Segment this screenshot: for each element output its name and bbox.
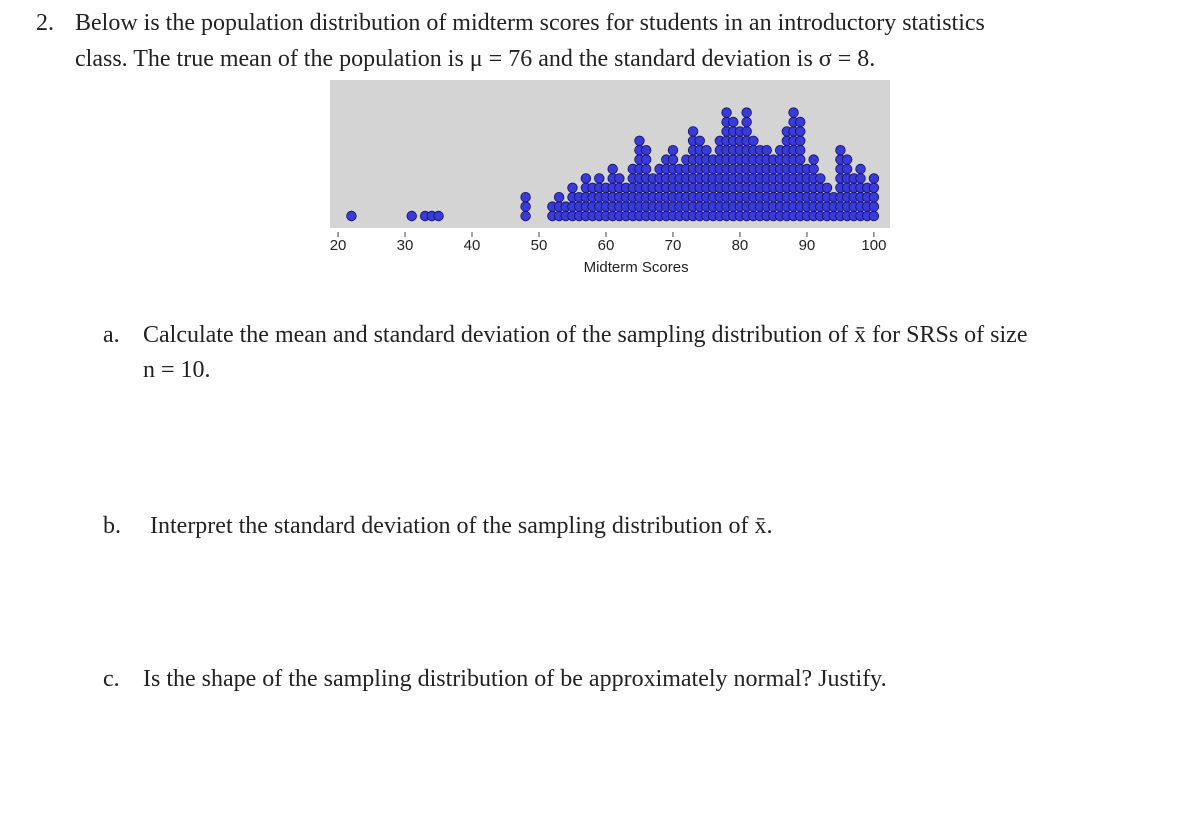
part-text: Calculate the mean and standard deviatio… (143, 322, 1028, 348)
dot (614, 173, 625, 184)
dot (868, 182, 880, 194)
dot (580, 173, 592, 184)
dot (667, 154, 679, 165)
dot (741, 126, 752, 137)
dot (741, 107, 752, 118)
dot (855, 163, 866, 175)
dot (634, 135, 645, 147)
dot (520, 191, 531, 203)
dot-stack (406, 210, 417, 222)
dot (835, 144, 846, 156)
x-tick-label: 60 (598, 237, 615, 254)
dot (607, 163, 618, 175)
question-text: Below is the population distribution of … (75, 10, 985, 36)
dot-stack (520, 191, 531, 222)
dot (728, 116, 739, 128)
dot (667, 144, 679, 156)
dot (795, 126, 806, 137)
x-tick-label: 40 (464, 237, 481, 254)
dot (795, 144, 806, 156)
dot (687, 126, 699, 137)
x-tick-label: 30 (397, 237, 414, 254)
dot (841, 163, 853, 175)
dot (761, 144, 772, 156)
dot (868, 173, 880, 184)
dot (868, 201, 880, 212)
question-number: 2. (36, 10, 54, 36)
question-text: class. The true mean of the population i… (75, 46, 876, 72)
dot-plot: 20 30 40 50 60 70 80 90 100 Midterm Scores (330, 80, 890, 276)
x-tick-label: 80 (732, 237, 749, 254)
dot (406, 210, 417, 222)
dot (748, 135, 759, 147)
x-tick-label: 50 (531, 237, 548, 254)
dot (788, 107, 799, 118)
dot-stack (841, 154, 853, 222)
dot (640, 163, 652, 175)
dot (694, 135, 705, 147)
dot (553, 191, 565, 203)
dot (795, 154, 806, 165)
dot (346, 210, 357, 222)
dot (821, 182, 833, 194)
dot (808, 154, 819, 165)
part-text: Interpret the standard deviation of the … (150, 513, 773, 539)
dot (640, 144, 652, 156)
x-axis-label: Midterm Scores (584, 259, 689, 276)
dot (868, 191, 880, 203)
dot (701, 144, 712, 156)
part-text: n = 10. (143, 357, 211, 383)
dot (795, 116, 806, 128)
dot (433, 210, 444, 222)
dot-stack (433, 210, 444, 222)
part-letter: a. (103, 322, 120, 348)
dot (520, 210, 531, 222)
dot-stack (868, 173, 880, 222)
dot (741, 116, 752, 128)
dot-stack (346, 210, 357, 222)
dot (640, 154, 652, 165)
part-text: Is the shape of the sampling distributio… (143, 666, 887, 692)
dot (868, 210, 880, 222)
dot (855, 173, 866, 184)
dot (520, 201, 531, 212)
dot (841, 154, 853, 165)
part-letter: c. (103, 666, 120, 692)
x-tick-label: 70 (665, 237, 682, 254)
x-tick-label: 90 (799, 237, 816, 254)
dot (815, 173, 826, 184)
dot (567, 182, 578, 194)
dot (721, 107, 732, 118)
part-letter: b. (103, 513, 121, 539)
x-tick-label: 20 (330, 237, 347, 254)
x-tick-label: 100 (861, 237, 886, 254)
dot (594, 173, 605, 184)
dot (808, 163, 819, 175)
dot (795, 135, 806, 147)
